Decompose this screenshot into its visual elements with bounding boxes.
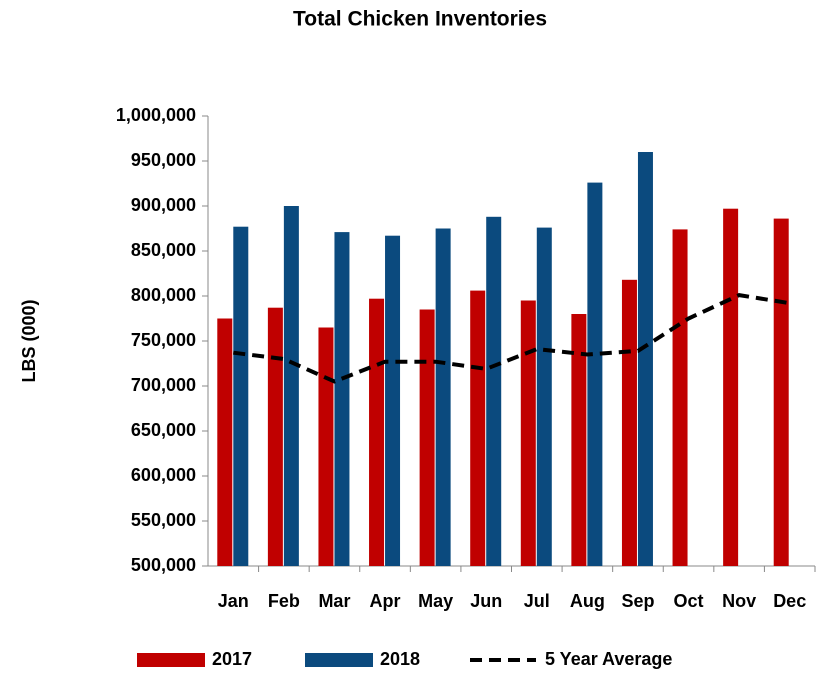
x-tick-label: Jan <box>218 591 249 611</box>
x-tick-label: Jun <box>470 591 502 611</box>
bar <box>267 307 283 566</box>
x-tick-label: Feb <box>268 591 300 611</box>
chart-title: Total Chicken Inventories <box>293 8 547 31</box>
legend-label: 5 Year Average <box>545 649 672 669</box>
bar <box>637 152 653 566</box>
bar <box>217 318 233 566</box>
y-tick-label: 850,000 <box>131 240 196 260</box>
x-tick-label: Oct <box>674 591 704 611</box>
y-tick-label: 900,000 <box>131 195 196 215</box>
bar <box>318 327 334 566</box>
legend-label: 2018 <box>380 649 420 669</box>
x-tick-label: May <box>418 591 453 611</box>
bar <box>571 314 587 566</box>
x-tick-label: Nov <box>722 591 756 611</box>
y-tick-label: 650,000 <box>131 420 196 440</box>
y-tick-label: 550,000 <box>131 510 196 530</box>
bar <box>470 290 486 566</box>
x-tick-label: Apr <box>370 591 401 611</box>
y-tick-label: 1,000,000 <box>116 105 196 125</box>
bar <box>723 208 739 566</box>
bar <box>587 182 603 566</box>
bar <box>369 298 385 566</box>
bar <box>536 227 552 566</box>
bar <box>419 309 435 566</box>
bar <box>334 232 350 566</box>
legend-swatch <box>137 653 205 667</box>
y-tick-label: 750,000 <box>131 330 196 350</box>
y-tick-label: 500,000 <box>131 555 196 575</box>
bar <box>672 229 688 566</box>
y-axis-title: LBS (000) <box>19 299 39 382</box>
y-tick-label: 700,000 <box>131 375 196 395</box>
x-tick-label: Aug <box>570 591 605 611</box>
legend-swatch <box>305 653 373 667</box>
x-tick-label: Mar <box>318 591 350 611</box>
y-tick-label: 600,000 <box>131 465 196 485</box>
line <box>233 293 791 384</box>
y-tick-label: 950,000 <box>131 150 196 170</box>
bar <box>283 206 299 566</box>
bar <box>621 279 637 566</box>
bar <box>435 228 451 566</box>
bar <box>385 235 401 566</box>
bar <box>486 216 502 567</box>
x-tick-label: Dec <box>773 591 806 611</box>
x-tick-label: Jul <box>524 591 550 611</box>
x-tick-label: Sep <box>621 591 654 611</box>
legend-label: 2017 <box>212 649 252 669</box>
bar <box>773 218 789 566</box>
bar <box>520 300 536 566</box>
bar <box>233 226 249 566</box>
y-tick-label: 800,000 <box>131 285 196 305</box>
